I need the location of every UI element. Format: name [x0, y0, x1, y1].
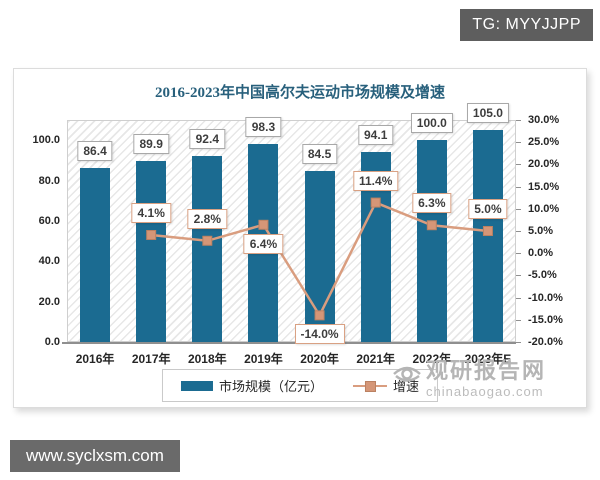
y-axis-right-tick--10.0%: -10.0%	[528, 291, 563, 304]
chart-title: 2016-2023年中国高尔夫运动市场规模及增速	[155, 85, 445, 101]
x-axis-label-2017年: 2017年	[131, 352, 171, 366]
y-axis-right-tickmark	[516, 297, 521, 299]
y-axis-right-tick-20.0%: 20.0%	[528, 158, 560, 171]
line-point-2019年	[258, 219, 269, 230]
bar-2017年	[136, 160, 167, 342]
bar-2018年	[192, 155, 223, 342]
y-axis-left-tick-80.0: 80.0	[38, 174, 60, 187]
line-label-2020年: -14.0%	[294, 324, 345, 345]
y-axis-right-tickmark	[516, 164, 521, 166]
x-axis-label-2021年: 2021年	[356, 352, 396, 366]
y-axis-right-tickmark	[516, 208, 521, 210]
y-axis-left-tick-20.0: 20.0	[38, 295, 60, 308]
x-axis-label-2018年: 2018年	[187, 352, 227, 366]
y-axis-right-tickmark	[516, 275, 521, 277]
legend-label-growth: 增速	[393, 379, 420, 394]
bar-label-2021年: 94.1	[358, 125, 394, 146]
chart-canvas: 100.0 80.0 60.0 40.0 20.0 0.0 30.0% 25.0% 20.0% 1…	[14, 69, 586, 407]
bar-label-2017年: 89.9	[133, 133, 169, 154]
y-axis-right-tickmark	[516, 186, 521, 188]
bar-label-2019年: 98.3	[245, 116, 282, 137]
x-axis-label-2022年: 2022年	[412, 352, 452, 366]
x-axis-label-2020年: 2020年	[300, 352, 339, 366]
bar-label-2016年: 86.4	[77, 140, 113, 161]
y-axis-right-tickmark	[516, 231, 521, 232]
y-axis-left-tick-40.0: 40.0	[38, 255, 60, 268]
y-axis-right-tick-10.0%: 10.0%	[528, 202, 560, 215]
x-axis-line	[62, 342, 516, 344]
line-label-2017年: 4.1%	[131, 202, 171, 223]
line-point-2020年	[314, 310, 325, 321]
bar-2022年	[416, 140, 447, 342]
y-axis-right-tick-15.0%: 15.0%	[528, 180, 560, 193]
y-axis-right-tickmark	[516, 253, 521, 255]
site-url-badge: www.syclxsm.com	[10, 440, 180, 472]
bar-label-2022年: 100.0	[410, 113, 453, 134]
line-point-2022年	[426, 220, 437, 231]
line-point-2023年E	[482, 226, 493, 236]
line-point-2021年	[370, 197, 381, 208]
chart-legend: 市场规模（亿元） 增速	[161, 369, 439, 402]
y-axis-left-tick-60.0: 60.0	[38, 214, 60, 227]
y-axis-right-tick--15.0%: -15.0%	[528, 313, 563, 326]
line-label-2019年: 6.4%	[243, 233, 284, 254]
line-label-2022年: 6.3%	[412, 193, 452, 214]
y-axis-right-tickmark	[516, 120, 521, 121]
chart-card: 2016-2023年中国高尔夫运动市场规模及增速 100.0 80.0 60.0 40…	[13, 68, 587, 408]
y-axis-right-tickmark	[516, 142, 521, 144]
line-point-2018年	[202, 235, 213, 246]
y-axis-right-tickmark	[516, 319, 521, 321]
growth-line-series	[146, 197, 493, 321]
legend-item-growth: 增速	[353, 376, 419, 395]
legend-label-market-size: 市场规模（亿元）	[218, 379, 323, 394]
x-axis-label-2023年E: 2023年E	[464, 352, 512, 366]
y-axis-right-tick--5.0%: -5.0%	[528, 269, 557, 282]
y-axis-right-tickmark	[516, 342, 521, 343]
bar-label-2023年E: 105.0	[466, 103, 509, 124]
y-axis-right-tick-30.0%: 30.0%	[528, 114, 560, 126]
line-label-2018年: 2.8%	[187, 208, 227, 229]
x-axis-label-2016年: 2016年	[75, 352, 115, 366]
y-axis-left-tick-100.0: 100.0	[32, 134, 60, 147]
y-axis-right-tick-5.0%: 5.0%	[528, 225, 554, 237]
bar-label-2020年: 84.5	[301, 144, 338, 165]
bar-label-2018年: 92.4	[189, 128, 225, 149]
line-label-2021年: 11.4%	[353, 170, 399, 191]
legend-item-market-size: 市场规模（亿元）	[180, 376, 323, 395]
y-axis-right-tick-0.0%: 0.0%	[528, 247, 554, 260]
x-axis-label-2019年: 2019年	[244, 352, 283, 366]
y-axis-right-tick-25.0%: 25.0%	[528, 136, 560, 149]
bar-series-swatch	[180, 380, 213, 391]
bar-2016年	[80, 167, 111, 342]
bar-2023年E	[472, 130, 503, 342]
telegram-badge: TG: MYYJJPP	[460, 9, 593, 41]
line-point-2017年	[146, 229, 157, 240]
line-series-swatch	[353, 380, 387, 392]
y-axis-right-tick--20.0%: -20.0%	[528, 336, 563, 348]
y-axis-left-tick-0.0: 0.0	[44, 336, 60, 348]
line-label-2023年E: 5.0%	[468, 199, 508, 219]
